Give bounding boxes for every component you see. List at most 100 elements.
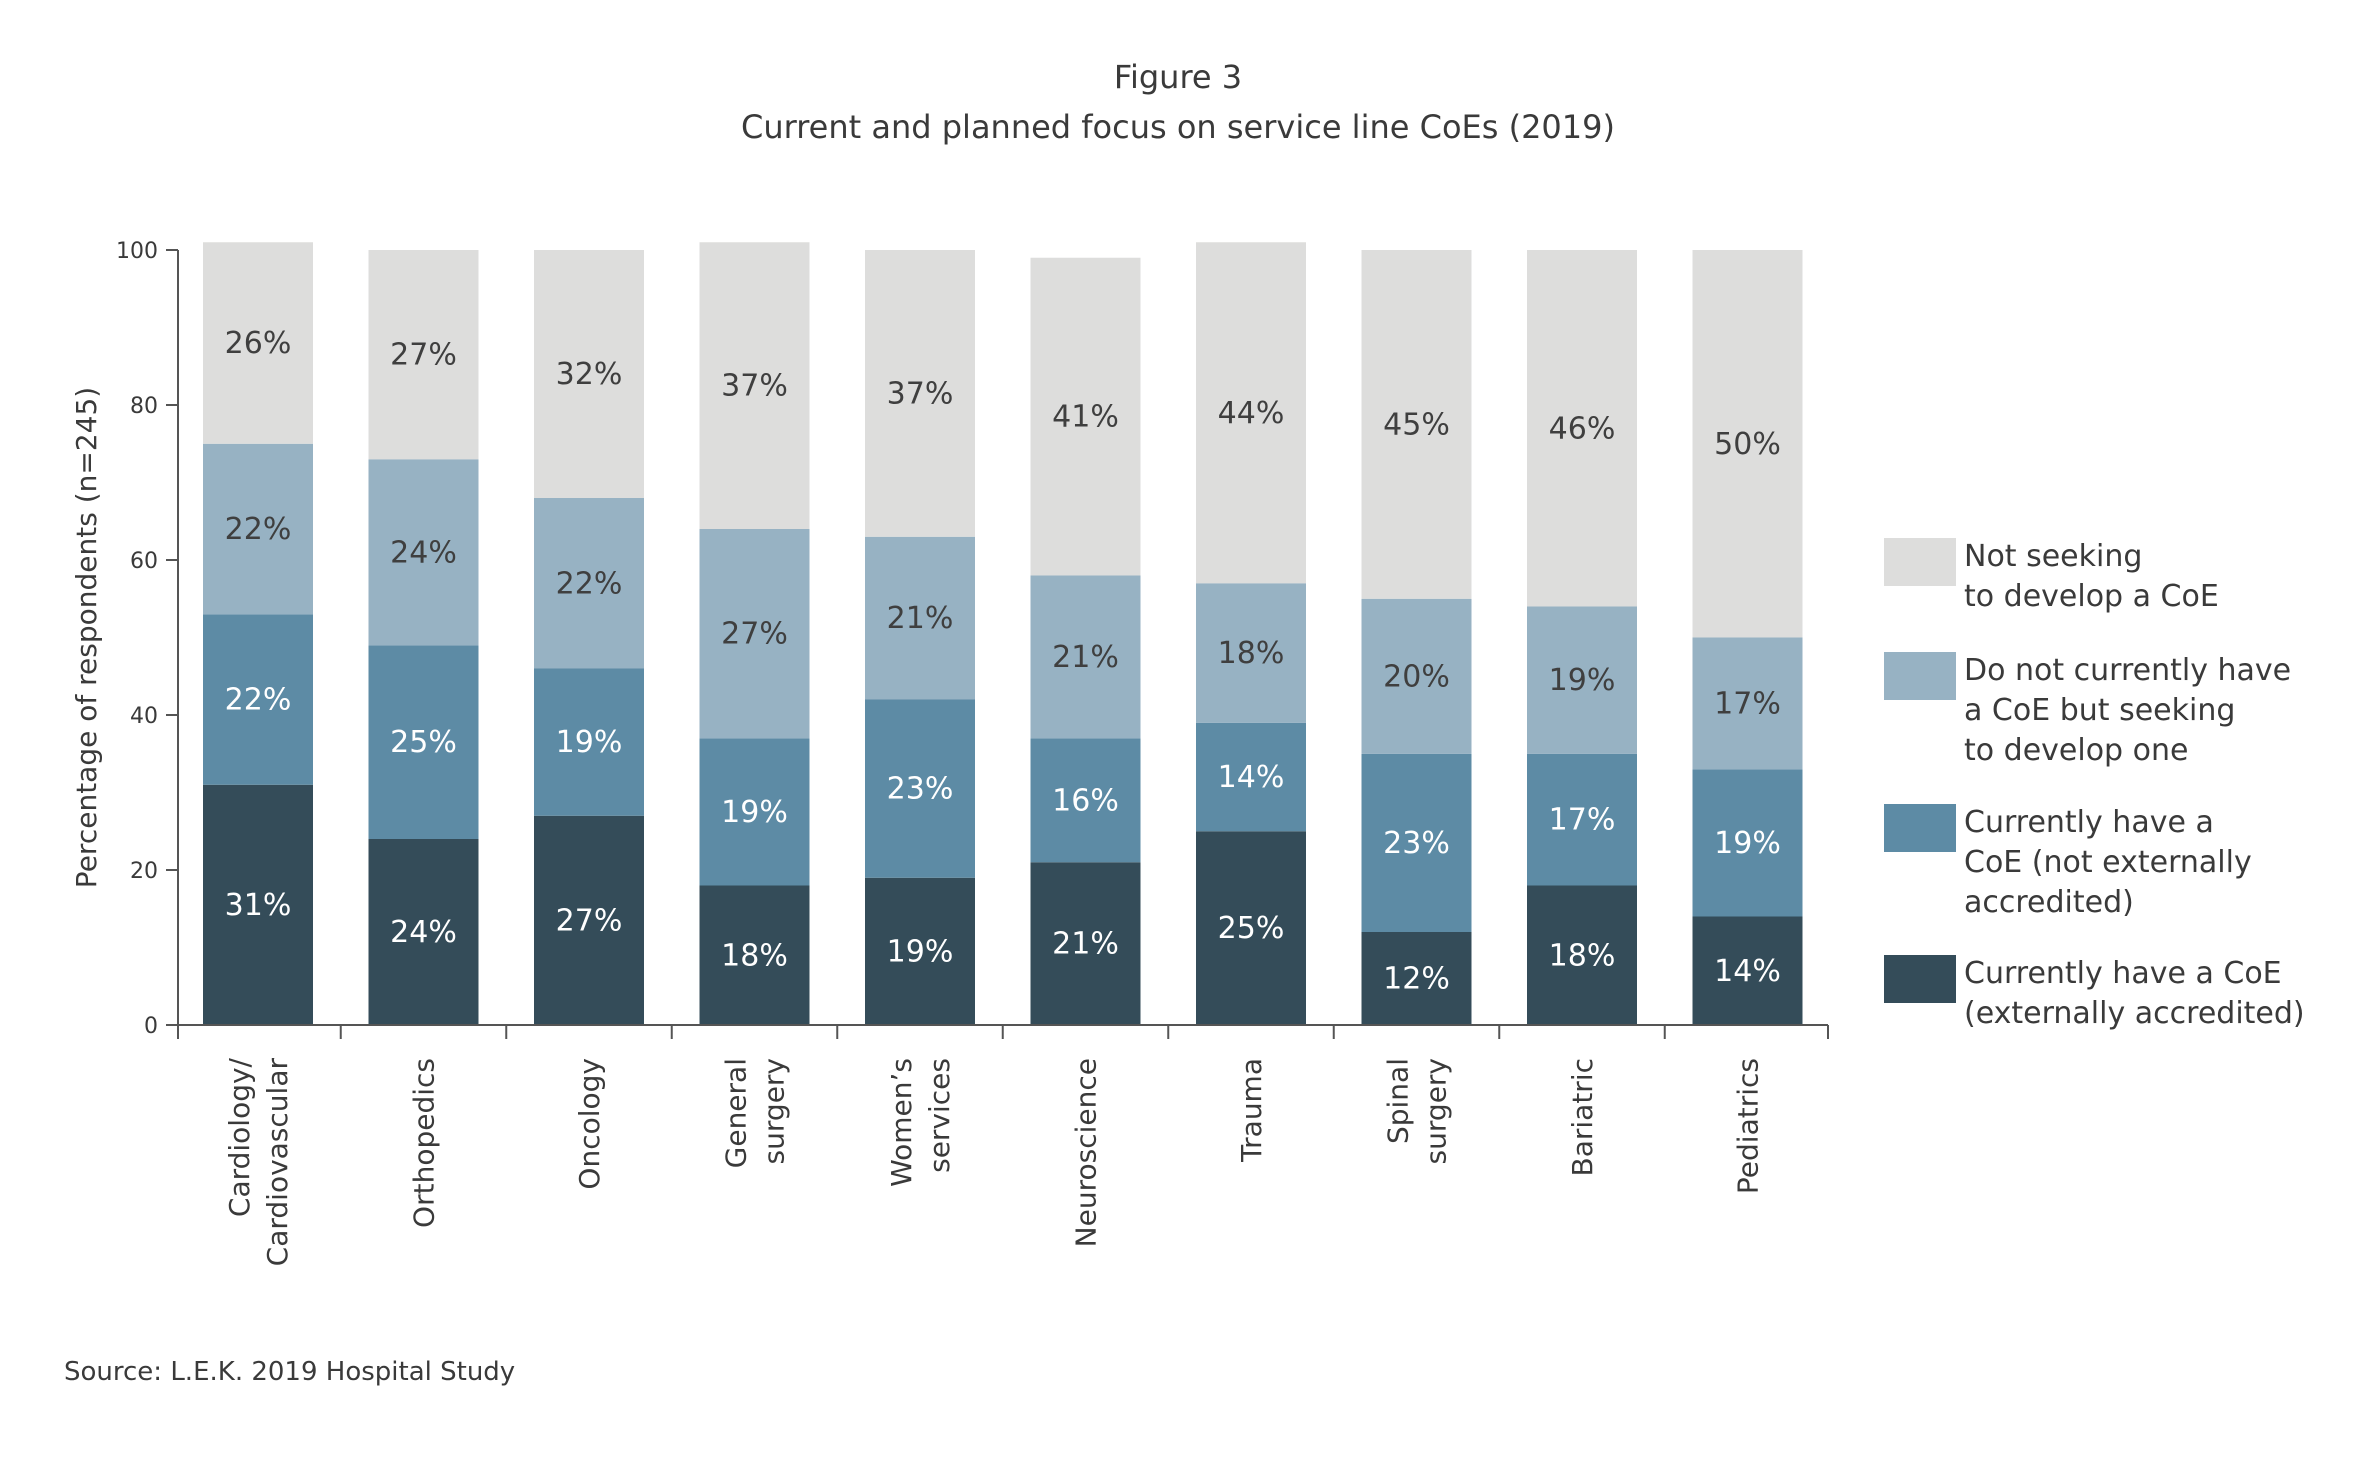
data-label: 44% bbox=[1218, 396, 1285, 431]
legend-label: a CoE but seeking bbox=[1964, 693, 2235, 728]
data-label: 32% bbox=[556, 357, 623, 392]
bar-segment bbox=[865, 250, 975, 537]
category-label: Orthopedics bbox=[408, 1058, 441, 1228]
bar-segment bbox=[699, 242, 810, 529]
bar-segment bbox=[865, 536, 975, 700]
data-label: 27% bbox=[721, 617, 788, 652]
legend-label: Currently have a CoE bbox=[1964, 956, 2282, 991]
bar-segment bbox=[1361, 932, 1472, 1025]
bar-segment bbox=[368, 459, 479, 646]
figure-label: Figure 3 bbox=[1114, 58, 1242, 96]
data-label: 23% bbox=[1383, 826, 1450, 861]
bar-segment bbox=[534, 498, 644, 669]
bar-segment bbox=[1030, 575, 1141, 739]
legend-label: accredited) bbox=[1964, 885, 2134, 920]
bar-segment bbox=[1692, 250, 1803, 638]
data-label: 22% bbox=[225, 512, 292, 547]
data-label: 41% bbox=[1052, 400, 1119, 435]
legend-swatch bbox=[1884, 538, 1956, 586]
bar-segment bbox=[368, 839, 479, 1025]
category-label: Cardiology/ bbox=[223, 1057, 256, 1217]
bar-segment bbox=[1527, 753, 1637, 886]
category-label: surgery bbox=[758, 1058, 791, 1164]
data-label: 18% bbox=[721, 938, 788, 973]
bar-segment bbox=[1030, 738, 1141, 863]
bar-segment bbox=[1196, 242, 1306, 584]
legend-label: Do not currently have bbox=[1964, 653, 2291, 688]
data-label: 19% bbox=[556, 725, 623, 760]
bar-segment bbox=[1527, 885, 1637, 1025]
bar-segment bbox=[865, 699, 975, 878]
legend-swatch bbox=[1884, 652, 1956, 700]
data-label: 31% bbox=[225, 888, 292, 923]
data-label: 45% bbox=[1383, 407, 1450, 442]
data-label: 18% bbox=[1218, 636, 1285, 671]
y-axis-title: Percentage of respondents (n=245) bbox=[70, 387, 103, 888]
legend-label: Currently have a bbox=[1964, 805, 2214, 840]
data-label: 20% bbox=[1383, 659, 1450, 694]
bar-segment bbox=[699, 885, 810, 1025]
source-note: Source: L.E.K. 2019 Hospital Study bbox=[64, 1357, 515, 1387]
plot-area: 31% 22% 22% 26% 24% 25% 24% 27% 27% 19% 22% 32% 18% 1… bbox=[203, 242, 1803, 1025]
x-axis: Cardiology/Cardiovascular Orthopedics Onco… bbox=[177, 1024, 1829, 1267]
bar-segment bbox=[1527, 606, 1637, 754]
category-label: Spinal bbox=[1382, 1058, 1415, 1144]
category-label: General bbox=[720, 1058, 753, 1168]
data-label: 25% bbox=[1218, 911, 1285, 946]
bar-segment bbox=[1361, 753, 1472, 932]
bar-segment bbox=[1361, 598, 1472, 754]
y-tick-label: 40 bbox=[130, 704, 158, 729]
bar-segment bbox=[699, 738, 810, 886]
data-label: 26% bbox=[225, 326, 292, 361]
data-label: 27% bbox=[556, 903, 623, 938]
data-label: 50% bbox=[1714, 427, 1781, 462]
category-label: Bariatric bbox=[1566, 1058, 1599, 1176]
legend-label: (externally accredited) bbox=[1964, 996, 2305, 1031]
bar-segment bbox=[1692, 769, 1803, 917]
bar-segment bbox=[368, 250, 479, 460]
bar-segment bbox=[1030, 257, 1141, 576]
legend-label: CoE (not externally bbox=[1964, 845, 2252, 880]
bar-segment bbox=[534, 815, 644, 1025]
bar-segment bbox=[203, 614, 313, 785]
data-label: 22% bbox=[556, 566, 623, 601]
legend-swatch bbox=[1884, 804, 1956, 852]
data-label: 19% bbox=[1714, 826, 1781, 861]
data-label: 16% bbox=[1052, 783, 1119, 818]
data-label: 18% bbox=[1549, 938, 1616, 973]
y-tick-label: 20 bbox=[130, 859, 158, 884]
data-label: 14% bbox=[1218, 760, 1285, 795]
category-label: surgery bbox=[1420, 1058, 1453, 1164]
legend-swatch bbox=[1884, 955, 1956, 1003]
data-label: 21% bbox=[1052, 640, 1119, 675]
bar-segment bbox=[203, 443, 313, 615]
legend: Not seeking to develop a CoE Do not curren… bbox=[1884, 538, 2305, 1031]
bar-segment bbox=[1692, 916, 1803, 1025]
bar-segment bbox=[203, 784, 313, 1025]
y-tick-label: 0 bbox=[144, 1014, 158, 1039]
bar-segment bbox=[1196, 831, 1306, 1025]
bar-segment bbox=[1361, 250, 1472, 599]
bar-segment bbox=[1196, 583, 1306, 723]
bar-segment bbox=[1030, 862, 1141, 1025]
bar-segment bbox=[865, 877, 975, 1025]
data-label: 22% bbox=[225, 683, 292, 718]
category-label: Women’s bbox=[885, 1058, 918, 1187]
data-label: 25% bbox=[390, 725, 457, 760]
legend-label: to develop one bbox=[1964, 733, 2188, 768]
bar-segment bbox=[1527, 250, 1637, 607]
data-label: 17% bbox=[1714, 686, 1781, 721]
data-label: 37% bbox=[721, 369, 788, 404]
y-axis: 0 20 40 60 80 100 Percentage of respondents (n… bbox=[70, 239, 179, 1039]
data-label: 46% bbox=[1549, 411, 1616, 446]
data-label: 17% bbox=[1549, 803, 1616, 838]
bar-segment bbox=[203, 242, 313, 444]
category-label: Oncology bbox=[573, 1058, 606, 1190]
category-label: Neuroscience bbox=[1070, 1058, 1103, 1247]
legend-label: Not seeking bbox=[1964, 539, 2142, 574]
category-label: Cardiovascular bbox=[261, 1058, 294, 1267]
category-label: Trauma bbox=[1235, 1058, 1268, 1163]
data-label: 19% bbox=[887, 934, 954, 969]
data-label: 24% bbox=[390, 915, 457, 950]
